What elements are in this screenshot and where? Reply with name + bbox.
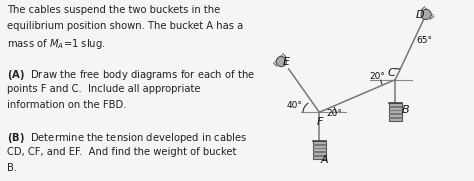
Text: B.: B. bbox=[7, 163, 17, 173]
Text: F: F bbox=[317, 117, 323, 127]
Text: D: D bbox=[415, 10, 424, 20]
Text: mass of $M_A$=1 slug.: mass of $M_A$=1 slug. bbox=[7, 37, 106, 51]
Circle shape bbox=[276, 56, 286, 67]
Text: The cables suspend the two buckets in the: The cables suspend the two buckets in th… bbox=[7, 5, 220, 15]
Text: CD, CF, and EF.  And find the weight of bucket: CD, CF, and EF. And find the weight of b… bbox=[7, 147, 237, 157]
Text: equilibrium position shown. The bucket A has a: equilibrium position shown. The bucket A… bbox=[7, 21, 243, 31]
Bar bbox=[313, 144, 326, 146]
Text: information on the FBD.: information on the FBD. bbox=[7, 100, 127, 110]
Text: E: E bbox=[283, 57, 289, 68]
Text: C: C bbox=[388, 68, 396, 78]
Bar bbox=[389, 113, 401, 115]
Text: 65°: 65° bbox=[416, 36, 432, 45]
Text: 20°: 20° bbox=[369, 72, 385, 81]
Text: 20°: 20° bbox=[327, 109, 343, 118]
Text: $\bf{(A)}$  Draw the free body diagrams for each of the: $\bf{(A)}$ Draw the free body diagrams f… bbox=[7, 68, 255, 82]
Text: 40°: 40° bbox=[287, 101, 303, 110]
Bar bbox=[389, 117, 401, 119]
Bar bbox=[389, 110, 401, 111]
Bar bbox=[313, 148, 326, 149]
Bar bbox=[313, 141, 326, 159]
Text: points F and C.  Include all appropriate: points F and C. Include all appropriate bbox=[7, 84, 201, 94]
Circle shape bbox=[421, 9, 431, 20]
Bar bbox=[313, 151, 326, 153]
Bar bbox=[389, 106, 401, 108]
Text: $\bf{(B)}$  Determine the tension developed in cables: $\bf{(B)}$ Determine the tension develop… bbox=[7, 131, 247, 145]
Bar bbox=[313, 155, 326, 157]
Text: A: A bbox=[321, 155, 328, 165]
Text: B: B bbox=[401, 104, 409, 115]
Bar bbox=[389, 103, 401, 121]
